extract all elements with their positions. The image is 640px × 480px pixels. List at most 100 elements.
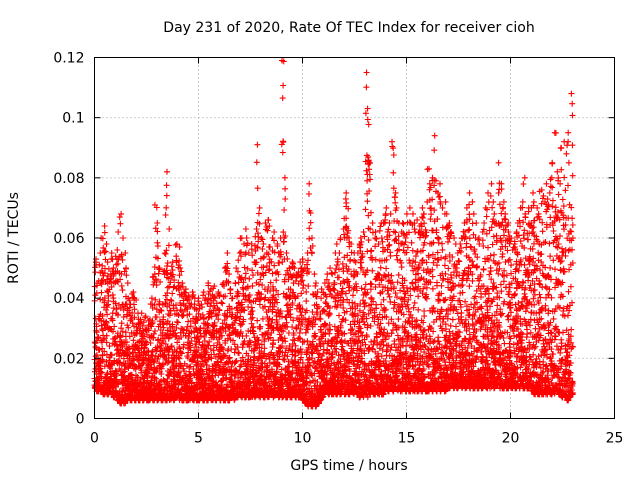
data-point [281, 174, 288, 181]
data-point [165, 275, 172, 282]
data-point [362, 281, 369, 288]
data-point [125, 307, 132, 314]
data-point [303, 288, 310, 295]
data-point [154, 220, 161, 226]
data-point [126, 333, 133, 340]
data-point [191, 301, 198, 308]
data-point [152, 314, 159, 320]
data-point [176, 355, 183, 362]
data-point [300, 285, 306, 292]
data-point [207, 346, 214, 352]
data-point [372, 229, 379, 235]
data-point [99, 312, 106, 319]
data-point [123, 339, 130, 345]
data-point [164, 270, 171, 277]
data-point [256, 204, 263, 211]
data-point [233, 314, 240, 321]
data-point [253, 159, 260, 166]
data-point [178, 350, 185, 357]
data-point [154, 255, 161, 262]
data-point [119, 342, 126, 349]
data-point [163, 247, 170, 254]
data-point [177, 265, 184, 272]
data-point [241, 264, 248, 271]
data-point [372, 235, 379, 241]
data-point [121, 368, 128, 375]
data-point [365, 212, 372, 219]
data-point [383, 204, 390, 211]
data-point [391, 194, 398, 201]
data-point [144, 349, 150, 356]
data-point [123, 265, 129, 272]
data-point [305, 283, 312, 290]
data-point [120, 314, 127, 320]
data-point [366, 166, 373, 173]
data-point [185, 318, 192, 325]
data-point [173, 253, 180, 260]
data-point [102, 248, 109, 255]
data-point [204, 342, 211, 348]
data-point [176, 244, 183, 250]
data-point [131, 306, 138, 313]
data-point [125, 346, 131, 353]
data-point [156, 266, 163, 273]
data-point [255, 210, 262, 217]
data-point [200, 289, 207, 296]
data-point [151, 330, 157, 337]
data-point [92, 340, 99, 347]
data-point [177, 300, 184, 306]
data-point [118, 251, 125, 258]
data-point [368, 247, 375, 254]
data-point [386, 293, 393, 300]
data-series-roti [92, 58, 576, 410]
data-point [178, 268, 185, 275]
data-point [180, 297, 187, 304]
data-point [311, 271, 318, 278]
data-point [145, 370, 152, 377]
data-point [152, 225, 159, 232]
data-point [232, 359, 239, 366]
data-point [137, 316, 144, 323]
data-point [121, 363, 128, 369]
data-point [182, 286, 189, 293]
data-point [118, 210, 125, 217]
data-point [154, 228, 161, 235]
data-point [148, 295, 155, 302]
data-point [387, 210, 394, 217]
data-point [364, 198, 371, 205]
data-point [170, 305, 177, 312]
data-point [100, 244, 107, 251]
data-point [118, 282, 125, 289]
data-point [170, 284, 177, 291]
data-point [99, 235, 106, 242]
data-point [199, 304, 205, 311]
data-point [254, 141, 261, 148]
data-point [218, 299, 225, 306]
data-point [208, 373, 215, 380]
data-point [353, 280, 359, 287]
data-point [193, 306, 200, 313]
data-point [150, 334, 156, 341]
data-point [149, 274, 156, 281]
data-point [260, 241, 267, 247]
data-point [103, 241, 110, 247]
data-point [105, 301, 111, 308]
data-point [117, 220, 124, 227]
data-point [112, 367, 119, 374]
data-point [126, 304, 133, 311]
data-point [123, 351, 130, 358]
data-point [106, 343, 113, 350]
data-point [112, 373, 119, 380]
data-point [364, 177, 371, 184]
data-point [390, 228, 397, 235]
data-point [358, 264, 365, 271]
data-point [173, 324, 180, 331]
data-point [169, 273, 176, 280]
data-point [194, 317, 201, 324]
data-point [160, 324, 167, 331]
data-point [383, 265, 390, 272]
data-point [305, 257, 311, 264]
data-point [193, 316, 200, 323]
data-point [284, 255, 291, 262]
data-point [254, 317, 261, 324]
